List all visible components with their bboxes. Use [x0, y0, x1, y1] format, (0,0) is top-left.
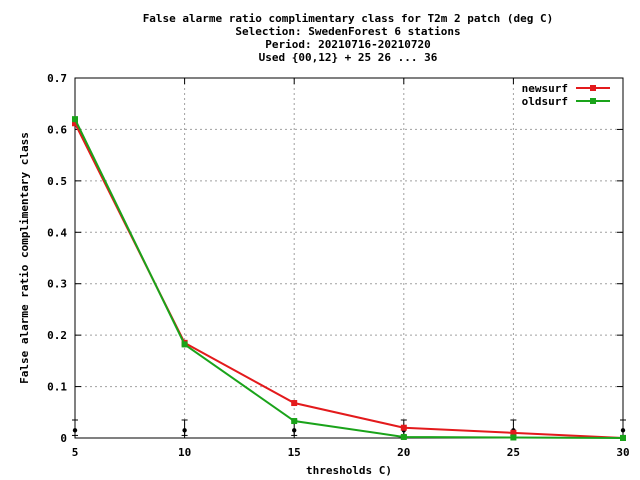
error-bar-point [72, 428, 78, 433]
y-tick-label: 0.7 [47, 72, 67, 85]
y-tick-label: 0 [60, 432, 67, 445]
y-axis-label: False alarme ratio complimentary class [18, 132, 31, 384]
legend-label-newsurf: newsurf [522, 82, 568, 95]
y-tick-label: 0.5 [47, 175, 67, 188]
x-tick-label: 25 [507, 446, 520, 459]
x-tick-label: 20 [397, 446, 410, 459]
data-point-oldsurf [620, 435, 626, 441]
legend-marker-newsurf [590, 85, 596, 91]
y-tick-label: 0.2 [47, 329, 67, 342]
error-bar-point [620, 428, 626, 433]
plot-frame [74, 77, 624, 439]
data-point-oldsurf [510, 434, 517, 441]
y-tick-labels: 0 0.1 0.2 0.3 0.4 0.5 0.6 0.7 [47, 72, 67, 445]
title-line: False alarme ratio complimentary class f… [143, 12, 554, 25]
series-line-newsurf [74, 122, 624, 439]
series-line-oldsurf [74, 118, 624, 439]
y-tick-label: 0.1 [47, 381, 67, 394]
x-tick-label: 5 [72, 446, 79, 459]
legend-marker-oldsurf [590, 98, 596, 104]
legend-label-oldsurf: oldsurf [522, 95, 568, 108]
y-tick-label: 0.6 [47, 123, 67, 136]
data-point-newsurf [72, 120, 78, 127]
data-point-oldsurf [181, 341, 188, 348]
y-tick-label: 0.3 [47, 278, 67, 291]
chart-title: False alarme ratio complimentary class f… [143, 12, 554, 64]
x-tick-label: 10 [178, 446, 191, 459]
x-tick-label: 30 [616, 446, 629, 459]
data-point-newsurf [291, 400, 298, 407]
error-bar-point [292, 428, 297, 433]
data-point-oldsurf [400, 433, 407, 440]
axis-ticks [74, 77, 624, 439]
data-point-newsurf [510, 429, 517, 436]
y-tick-label: 0.4 [47, 226, 67, 239]
data-point-oldsurf [291, 418, 298, 425]
grid [75, 78, 623, 438]
x-tick-label: 15 [288, 446, 301, 459]
x-tick-labels: 5 10 15 20 25 30 [72, 446, 630, 459]
error-bar-point [182, 428, 187, 433]
error-bars [72, 419, 626, 436]
title-line: Selection: SwedenForest 6 stations [235, 25, 460, 38]
title-line: Period: 20210716-20210720 [265, 38, 431, 51]
series [72, 116, 626, 441]
data-point-oldsurf [72, 116, 78, 123]
x-axis-label: thresholds C) [306, 464, 392, 477]
title-line: Used {00,12} + 25 26 ... 36 [259, 51, 438, 64]
data-point-newsurf [400, 424, 407, 431]
